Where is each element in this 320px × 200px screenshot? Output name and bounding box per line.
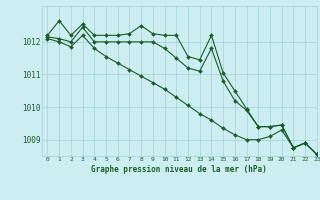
X-axis label: Graphe pression niveau de la mer (hPa): Graphe pression niveau de la mer (hPa) [91, 165, 267, 174]
